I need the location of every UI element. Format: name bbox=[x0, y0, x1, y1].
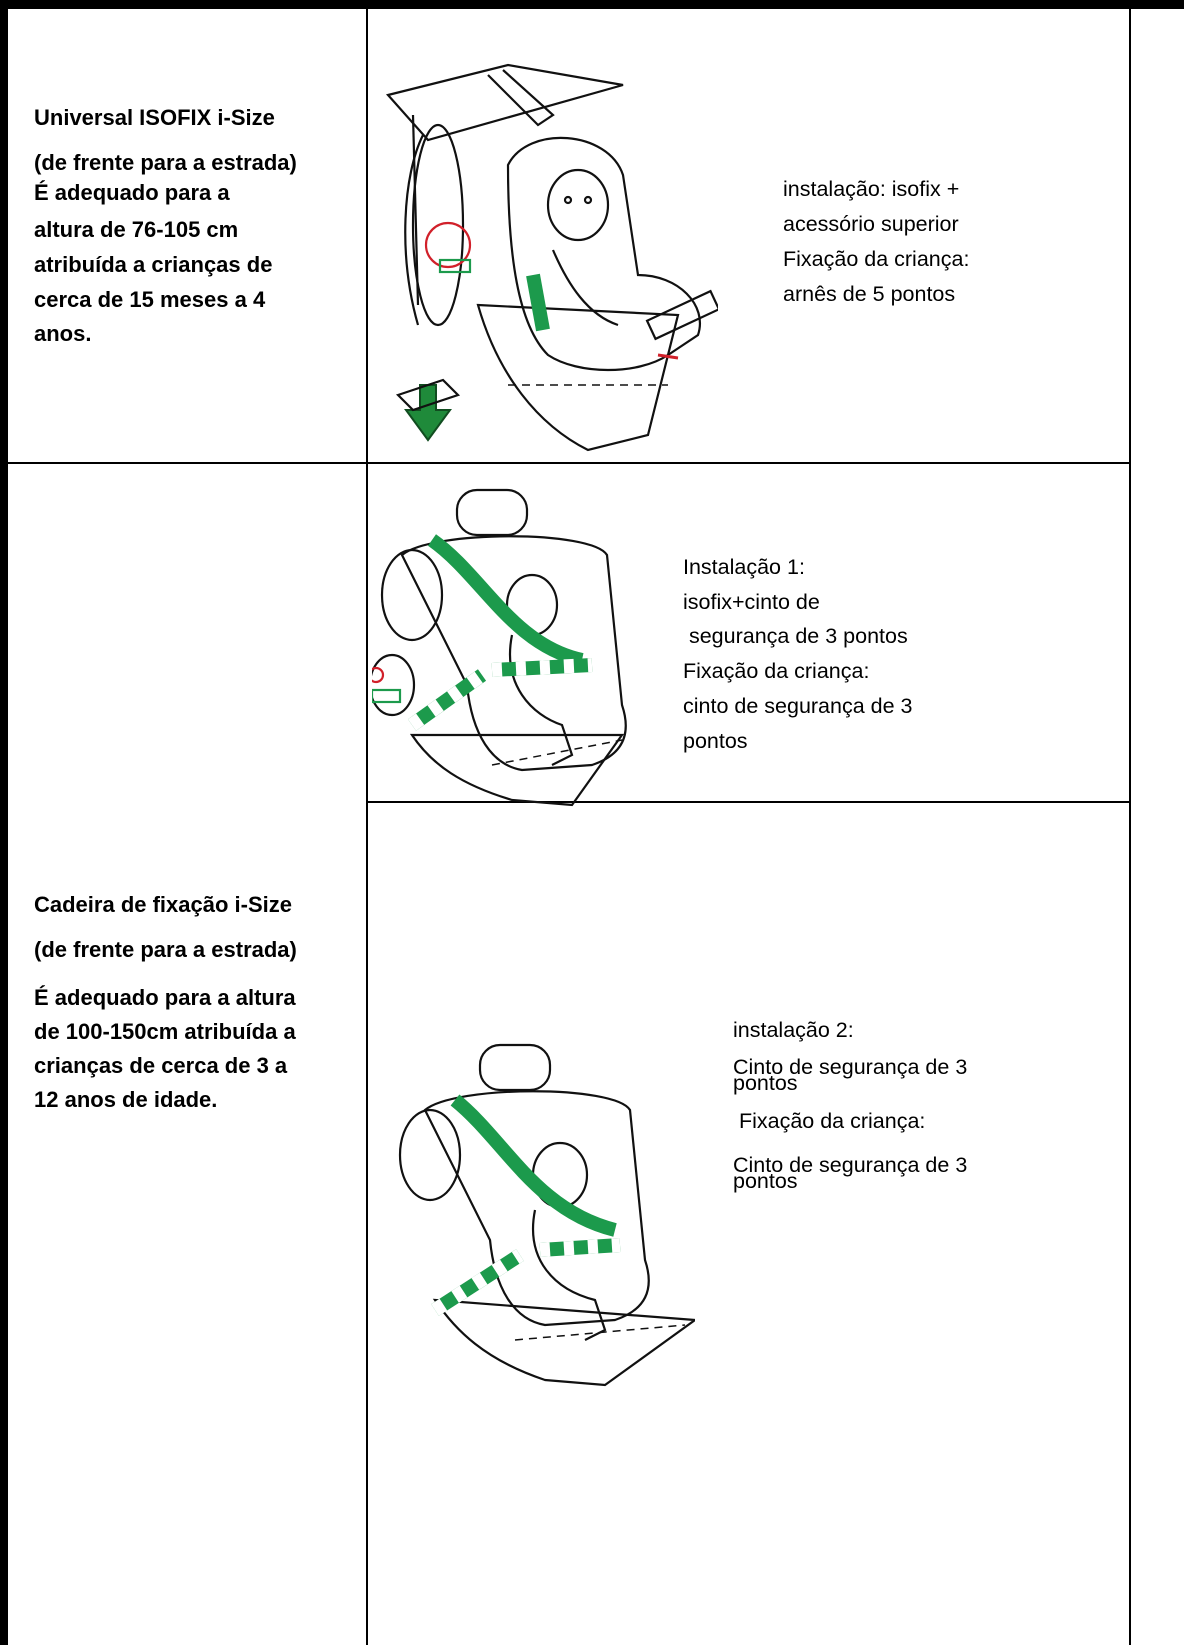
installation-line: Cinto de segurança de 3 bbox=[733, 1055, 968, 1079]
installation-line: Fixação da criança: bbox=[733, 1109, 926, 1133]
installation-line: Fixação da criança: bbox=[783, 247, 970, 271]
installation-line: arnês de 5 pontos bbox=[783, 282, 956, 306]
illustration-isofix-top-tether bbox=[385, 63, 718, 452]
installation-line: segurança de 3 pontos bbox=[683, 624, 908, 648]
illustration-belt-only bbox=[398, 1043, 695, 1387]
description-line: É adequado para a bbox=[34, 180, 230, 205]
description-line: Universal ISOFIX i-Size bbox=[34, 105, 275, 130]
description-line: 12 anos de idade. bbox=[34, 1087, 218, 1112]
column-divider bbox=[366, 0, 368, 1645]
border-right bbox=[1129, 0, 1131, 1645]
installation-line: instalação: isofix + bbox=[783, 177, 960, 201]
border-top bbox=[0, 0, 1184, 9]
installation-line: pontos bbox=[733, 1071, 798, 1095]
description-line: Cadeira de fixação i-Size bbox=[34, 892, 292, 917]
installation-line: pontos bbox=[733, 1169, 798, 1193]
description-line: de 100-150cm atribuída a bbox=[34, 1019, 296, 1044]
installation-line: Cinto de segurança de 3 bbox=[733, 1153, 968, 1177]
installation-line: isofix+cinto de bbox=[683, 590, 820, 614]
installation-line: instalação 2: bbox=[733, 1018, 854, 1042]
installation-line: cinto de segurança de 3 bbox=[683, 694, 913, 718]
row-divider bbox=[0, 462, 1131, 464]
description-line: anos. bbox=[34, 321, 92, 346]
description-line: altura de 76-105 cm bbox=[34, 217, 239, 242]
illustration-isofix-belt bbox=[372, 488, 627, 807]
description-line: atribuída a crianças de bbox=[34, 252, 273, 277]
description-line: (de frente para a estrada) bbox=[34, 150, 297, 175]
sub-row-divider bbox=[366, 801, 1131, 803]
border-left bbox=[0, 0, 8, 1645]
installation-line: acessório superior bbox=[783, 212, 959, 236]
description-line: cerca de 15 meses a 4 bbox=[34, 287, 266, 312]
installation-line: pontos bbox=[683, 729, 748, 753]
installation-line: Instalação 1: bbox=[683, 555, 805, 579]
installation-line: Fixação da criança: bbox=[683, 659, 870, 683]
description-line: É adequado para a altura bbox=[34, 985, 296, 1010]
description-line: (de frente para a estrada) bbox=[34, 937, 297, 962]
description-line: crianças de cerca de 3 a bbox=[34, 1053, 288, 1078]
